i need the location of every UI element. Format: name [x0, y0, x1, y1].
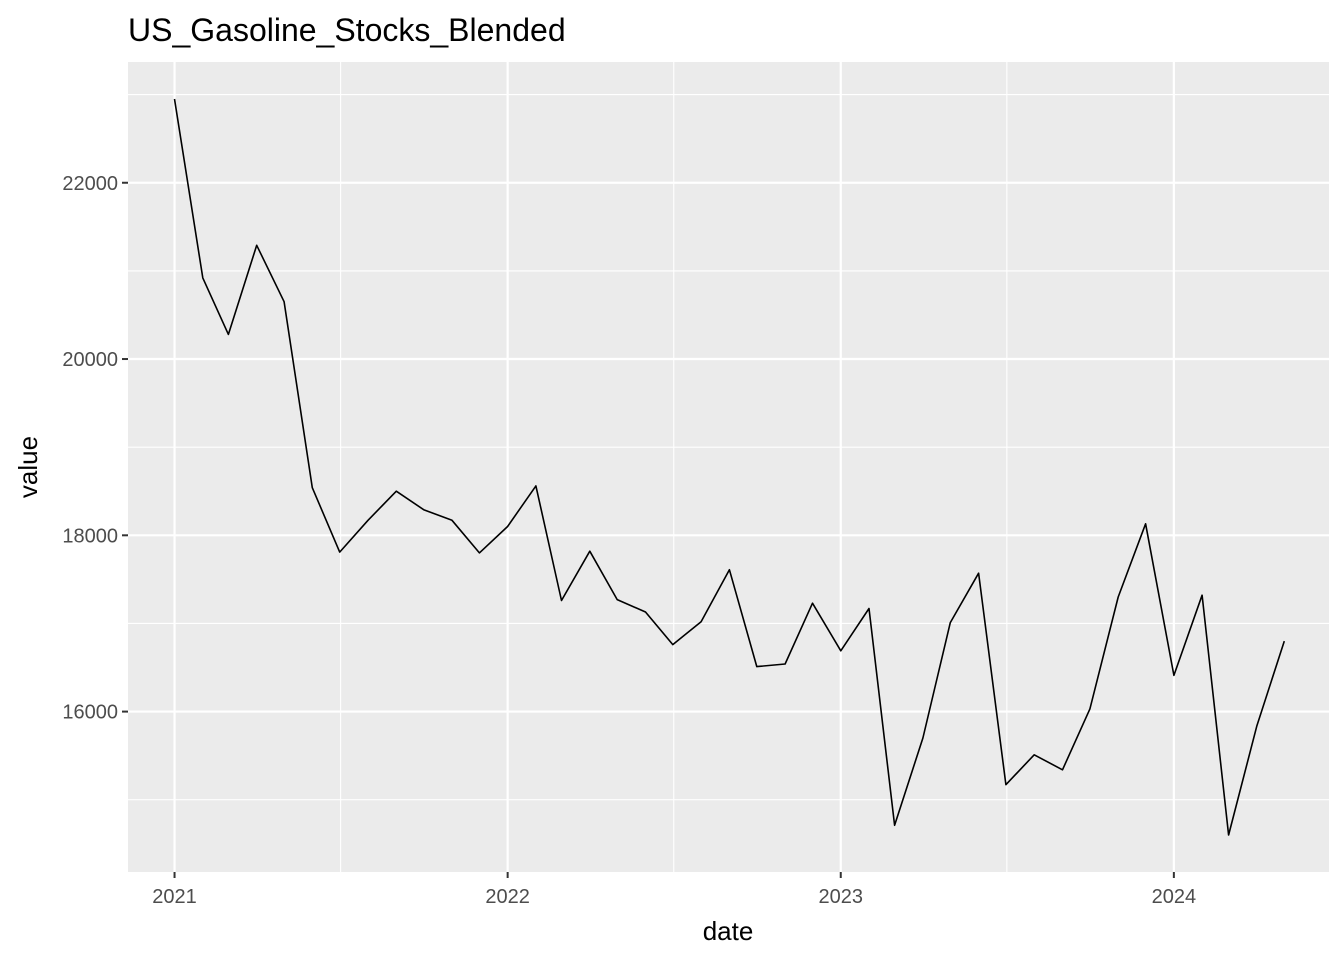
- y-tick-label: 22000: [62, 173, 118, 195]
- y-axis-title: value: [13, 436, 43, 498]
- y-tick-label: 16000: [62, 702, 118, 724]
- series-group: [173, 98, 1286, 836]
- x-tick-label: 2022: [485, 886, 530, 908]
- x-axis: 2021 2022 2023 2024: [152, 872, 1196, 908]
- chart-title: US_Gasoline_Stocks_Blended: [128, 12, 566, 48]
- x-tick-label: 2023: [819, 886, 864, 908]
- x-tick-label: 2021: [152, 886, 197, 908]
- x-tick-label: 2024: [1152, 886, 1197, 908]
- series-line: [173, 98, 1286, 836]
- x-axis-title: date: [703, 916, 754, 946]
- plot-panel: [128, 62, 1329, 872]
- y-tick-label: 18000: [62, 525, 118, 547]
- y-axis: 16000 18000 20000 22000: [62, 173, 128, 724]
- y-tick-label: 20000: [62, 349, 118, 371]
- grid-lines: [128, 62, 1329, 872]
